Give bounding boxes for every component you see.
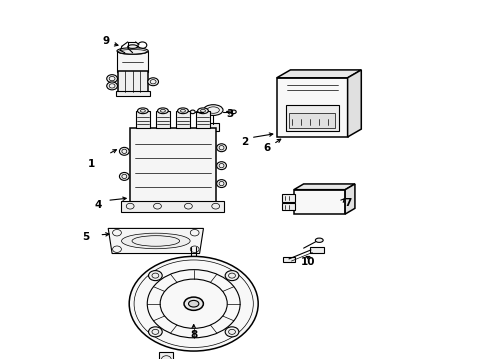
Ellipse shape bbox=[217, 180, 226, 188]
Text: 4: 4 bbox=[95, 200, 102, 210]
Text: 6: 6 bbox=[263, 143, 270, 153]
Text: 1: 1 bbox=[87, 159, 95, 169]
Text: 5: 5 bbox=[83, 232, 90, 242]
Ellipse shape bbox=[120, 172, 129, 180]
Ellipse shape bbox=[122, 233, 190, 249]
Bar bbox=[117, 51, 148, 72]
Ellipse shape bbox=[138, 108, 148, 114]
Bar bbox=[159, 352, 173, 360]
Polygon shape bbox=[294, 184, 355, 190]
Ellipse shape bbox=[128, 45, 138, 48]
Ellipse shape bbox=[231, 110, 236, 114]
Ellipse shape bbox=[189, 300, 199, 307]
Circle shape bbox=[225, 327, 239, 337]
Ellipse shape bbox=[177, 108, 188, 114]
Circle shape bbox=[129, 256, 258, 351]
Bar bbox=[207, 123, 219, 131]
Bar bbox=[286, 105, 339, 131]
Text: 9: 9 bbox=[102, 36, 109, 46]
Ellipse shape bbox=[107, 75, 118, 82]
Text: 2: 2 bbox=[242, 138, 248, 147]
Ellipse shape bbox=[197, 108, 208, 114]
Ellipse shape bbox=[148, 78, 159, 86]
Ellipse shape bbox=[120, 147, 129, 155]
Bar bbox=[294, 190, 345, 214]
Ellipse shape bbox=[203, 105, 223, 116]
Text: 3: 3 bbox=[227, 109, 234, 119]
Text: 7: 7 bbox=[344, 198, 351, 208]
Bar bbox=[290, 113, 335, 128]
Bar bbox=[136, 111, 150, 128]
Polygon shape bbox=[345, 184, 355, 214]
Circle shape bbox=[148, 327, 162, 337]
Bar bbox=[122, 201, 224, 212]
Ellipse shape bbox=[117, 48, 148, 54]
Ellipse shape bbox=[158, 108, 168, 114]
Bar bbox=[277, 78, 347, 137]
Bar bbox=[196, 111, 210, 128]
Bar bbox=[282, 194, 295, 202]
Bar bbox=[156, 111, 170, 128]
Text: 8: 8 bbox=[190, 330, 197, 340]
Ellipse shape bbox=[217, 162, 226, 170]
Bar bbox=[311, 247, 324, 253]
Ellipse shape bbox=[217, 144, 226, 152]
Text: 10: 10 bbox=[301, 257, 316, 267]
Circle shape bbox=[148, 271, 162, 281]
Circle shape bbox=[225, 271, 239, 281]
Polygon shape bbox=[347, 70, 361, 137]
Ellipse shape bbox=[184, 297, 203, 310]
Bar bbox=[116, 91, 150, 96]
Bar bbox=[283, 257, 295, 262]
Polygon shape bbox=[277, 70, 361, 78]
Ellipse shape bbox=[107, 82, 118, 90]
Ellipse shape bbox=[316, 238, 323, 242]
Bar bbox=[118, 71, 148, 92]
Bar bbox=[175, 111, 190, 128]
Bar bbox=[130, 128, 216, 202]
Polygon shape bbox=[108, 228, 203, 253]
Bar bbox=[282, 203, 295, 211]
Ellipse shape bbox=[190, 110, 195, 114]
